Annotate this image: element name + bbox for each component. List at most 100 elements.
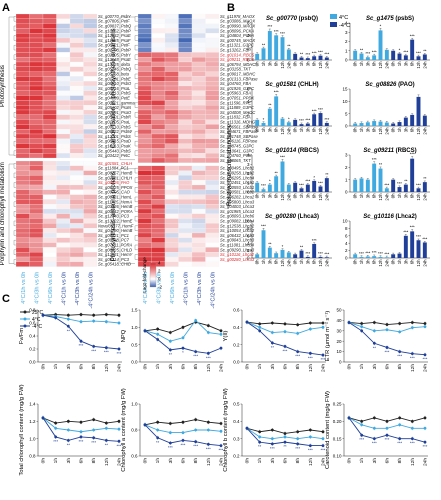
significance-mark: ***: [372, 250, 377, 255]
heatmap-cell: [29, 247, 44, 253]
heatmap-cell: [69, 37, 84, 43]
heatmap-cell: [69, 129, 84, 135]
heatmap-gene-label: Sc_g10641_G3PC: [220, 148, 254, 153]
heatmap-gene-label: Sc_g10054_Lhcb2: [220, 228, 255, 233]
data-point: [372, 437, 376, 441]
bar: [410, 114, 415, 126]
x-tick-label: 6h: [372, 259, 377, 264]
bar: [267, 247, 272, 258]
heatmap-cell: [164, 143, 179, 149]
heatmap-cell: [83, 194, 98, 200]
data-point: [398, 437, 402, 441]
heatmap-cell: [69, 252, 84, 258]
heatmap-cell: [42, 184, 57, 190]
heatmap-cell: [164, 218, 179, 224]
x-tick-label: 0h: [293, 259, 298, 264]
heatmap-cell: [151, 252, 166, 258]
heatmap-gene-label: Sc_g09837_PsbQ: [98, 24, 132, 29]
heatmap-cell: [29, 23, 44, 29]
heatmap-cell: [56, 33, 71, 39]
significance-mark: ***: [372, 49, 377, 54]
heatmap-cell: [42, 105, 57, 111]
heatmap-cell: [83, 71, 98, 77]
heatmap-cell: [191, 76, 206, 82]
heatmap-cell: [42, 90, 57, 96]
x-tick-label: 6h: [372, 127, 377, 132]
heatmap-gene-label: Sc_g05001_PsbR: [98, 115, 131, 120]
heatmap-cell: [83, 138, 98, 144]
heatmap-cell: [191, 57, 206, 63]
bar: [255, 53, 260, 60]
heatmap-cell: [56, 256, 71, 262]
bar-chart-gene: (psbS): [395, 16, 414, 22]
bar: [391, 179, 396, 192]
significance-mark: ***: [206, 355, 211, 360]
x-tick-label: 12h: [378, 259, 383, 267]
data-point: [385, 433, 389, 437]
data-point: [104, 439, 108, 442]
bar: [372, 256, 377, 258]
heatmap-cell: [15, 33, 30, 39]
data-point: [270, 331, 274, 334]
data-point: [54, 426, 58, 430]
y-tick-label: 2: [247, 45, 250, 50]
data-point: [321, 353, 325, 357]
data-point: [360, 419, 364, 423]
x-tick-label: 6h: [312, 193, 317, 198]
x-tick-label: 24h: [422, 193, 427, 201]
significance-mark: ***: [324, 52, 329, 57]
heatmap-cell: [42, 109, 57, 115]
heatmap-cell: [164, 52, 179, 58]
heatmap-cell: [56, 153, 71, 159]
y-tick-label: 0.5: [131, 342, 138, 347]
heatmap-cell: [15, 109, 30, 115]
bar: [359, 256, 364, 258]
heatmap-cell: [164, 33, 179, 39]
heatmap-cell: [29, 18, 44, 24]
heatmap-gene-label: Sc_g08810_PsbO: [98, 81, 132, 86]
heatmap-gene-label: Sc_g09017_MDHC: [220, 72, 255, 77]
y-tick-label: 1.4: [29, 402, 36, 407]
heatmap-cell: [83, 66, 98, 72]
y-tick-label: 0.4: [233, 419, 240, 424]
data-point: [41, 313, 45, 317]
heatmap-cell: [191, 256, 206, 262]
significance-mark: ***: [295, 354, 300, 359]
heatmap-cell: [178, 90, 193, 96]
heatmap-cell: [205, 18, 220, 24]
heatmap-cell: [191, 129, 206, 135]
bar: [422, 182, 427, 192]
significance-mark: **: [423, 48, 427, 53]
bar: [353, 123, 358, 126]
heatmap-cell: [178, 213, 193, 219]
heatmap-cell: [205, 157, 220, 163]
heatmap-cell: [83, 57, 98, 63]
significance-mark: **: [300, 52, 304, 57]
heatmap-cell: [69, 237, 84, 243]
heatmap-cell: [83, 133, 98, 139]
data-point: [117, 313, 121, 317]
significance-mark: ***: [359, 437, 364, 442]
heatmap-cell: [151, 153, 166, 159]
x-tick-label: 24h: [384, 193, 389, 201]
heatmap-cell: [29, 180, 44, 186]
bar-chart-gene: (CHLH): [298, 82, 319, 88]
heatmap-cell: [164, 228, 179, 234]
heatmap-cell: [69, 199, 84, 205]
line-chart: ETR (μmol m⁻² s⁻¹) 0 10 20 30 40 50 0h 1h 3h 6h 8h 1…: [325, 308, 429, 372]
heatmap-cell: [137, 232, 152, 238]
heatmap-cell: [69, 18, 84, 24]
x-tick-label: 6h: [283, 458, 289, 464]
heatmap-gene-label: Sc_g04760_FBA: [220, 81, 251, 86]
data-point: [296, 323, 300, 327]
heatmap-column-label: 4°C/1h vs 0h: [21, 272, 27, 304]
y-tick-label: 0: [345, 190, 348, 195]
heatmap-gene-label: Sc_g05168_beta: [98, 72, 130, 77]
heatmap-cell: [191, 138, 206, 144]
heatmap-gene-label: Sc_g03086_MAOX: [220, 19, 255, 24]
heatmap-gene-label: Sc_g09043_Lhcb3: [220, 238, 255, 243]
x-tick-label: 3h: [403, 61, 408, 66]
heatmap-cell: [69, 170, 84, 176]
significance-mark: ***: [117, 443, 122, 448]
